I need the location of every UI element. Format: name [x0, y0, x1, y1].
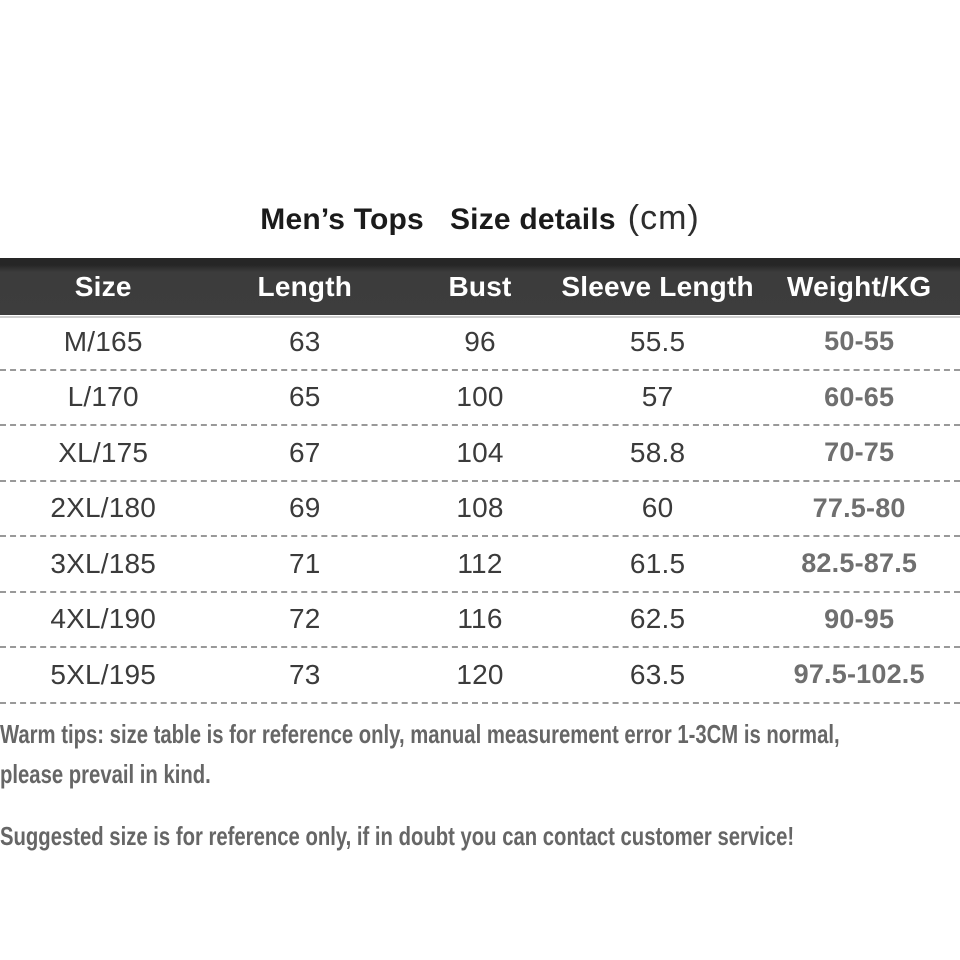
cell-weight: 82.5-87.5 [801, 548, 918, 579]
cell-length: 73 [289, 658, 321, 690]
cell-bust: 116 [457, 603, 503, 635]
column-header-size: Size [74, 270, 132, 302]
cell-size: 4XL/190 [50, 603, 157, 635]
title-product: Men’s Tops [260, 203, 424, 236]
warm-tips-line1: Warm tips: size table is for reference o… [0, 719, 840, 749]
title-unit: (cm) [627, 199, 700, 237]
page-title: Men’s Tops Size details (cm) [0, 200, 960, 243]
suggestion-note: Suggested size is for reference only, if… [0, 821, 795, 851]
cell-bust: 108 [456, 492, 504, 524]
notes-section: Warm tips: size table is for reference o… [0, 714, 960, 856]
table-body: M/165 63 96 55.5 50-55 L/170 65 100 57 60-65 XL/17… [0, 315, 960, 704]
warm-tips-line2: please prevail in kind. [0, 759, 211, 789]
column-header-bust: Bust [448, 270, 512, 302]
cell-sleeve-length: 62.5 [629, 603, 686, 635]
cell-weight: 97.5-102.5 [793, 659, 925, 690]
cell-length: 71 [289, 547, 321, 579]
cell-bust: 104 [456, 436, 504, 468]
column-header-weight: Weight/KG [786, 270, 932, 302]
cell-length: 72 [289, 603, 321, 635]
cell-weight: 77.5-80 [812, 492, 906, 523]
cell-weight: 70-75 [824, 437, 895, 468]
cell-length: 63 [289, 325, 321, 357]
cell-size: 3XL/185 [50, 547, 157, 579]
column-header-length: Length [257, 270, 353, 302]
cell-sleeve-length: 57 [641, 381, 674, 413]
cell-sleeve-length: 60 [641, 492, 674, 524]
cell-bust: 112 [457, 547, 503, 579]
table-row: 4XL/190 72 116 62.5 90-95 [0, 593, 960, 648]
cell-length: 69 [289, 492, 321, 524]
table-row: 5XL/195 73 120 63.5 97.5-102.5 [0, 648, 960, 704]
cell-bust: 120 [456, 658, 504, 690]
table-row: 3XL/185 71 112 61.5 82.5-87.5 [0, 537, 960, 593]
table-row: M/165 63 96 55.5 50-55 [0, 315, 960, 371]
cell-sleeve-length: 58.8 [629, 436, 686, 468]
column-header-sleeve-length: Sleeve Length [561, 270, 754, 302]
cell-length: 67 [289, 436, 321, 468]
table-header: Size Length Bust Sleeve Length Weight/KG [0, 258, 960, 318]
cell-length: 65 [289, 381, 321, 413]
table-row: 2XL/180 69 108 60 77.5-80 [0, 482, 960, 537]
cell-bust: 100 [456, 381, 504, 413]
cell-sleeve-length: 61.5 [629, 547, 686, 579]
cell-weight: 90-95 [824, 603, 895, 634]
cell-sleeve-length: 55.5 [629, 325, 686, 357]
cell-size: 5XL/195 [50, 658, 157, 690]
cell-sleeve-length: 63.5 [629, 658, 686, 690]
table-row: L/170 65 100 57 60-65 [0, 371, 960, 426]
cell-size: 2XL/180 [50, 492, 157, 524]
cell-weight: 60-65 [824, 381, 895, 412]
cell-bust: 96 [464, 325, 496, 357]
title-label: Size details [449, 203, 616, 236]
cell-size: L/170 [67, 381, 139, 413]
cell-size: M/165 [63, 325, 143, 357]
table-row: XL/175 67 104 58.8 70-75 [0, 426, 960, 482]
cell-weight: 50-55 [824, 326, 895, 357]
cell-size: XL/175 [58, 436, 149, 468]
